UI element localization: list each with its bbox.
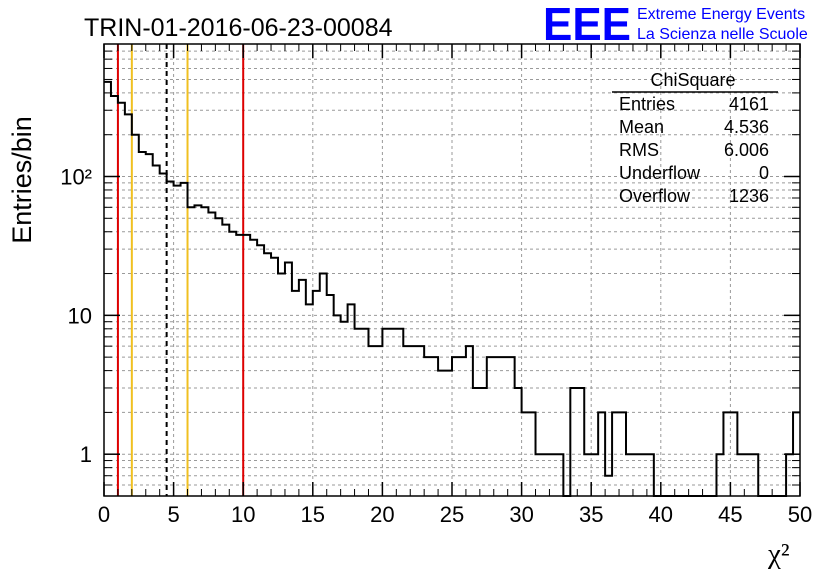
logo-line-1: Extreme Energy Events [637,6,805,23]
eee-logo: EEE [543,0,631,50]
x-tick-label: 50 [788,502,812,527]
grid-lines [104,43,800,497]
stats-value-entries: 4161 [729,94,769,114]
x-tick-label: 30 [509,502,533,527]
y-tick-label: 1 [80,442,92,467]
y-tick-label: 10 [68,303,92,328]
histogram [104,80,800,497]
stats-label-entries: Entries [619,94,675,114]
histogram-outline [104,80,800,497]
stats-value-underflow: 0 [759,163,769,183]
reference-lines [116,44,245,496]
chart-title: TRIN-01-2016-06-23-00084 [84,14,393,42]
x-tick-label: 15 [301,502,325,527]
x-tick-label: 25 [440,502,464,527]
axis-ticks [103,43,801,497]
plot-frame [103,43,801,497]
logo-line-2: La Scienza nelle Scuole [637,26,808,43]
x-tick-label: 10 [231,502,255,527]
stats-label-underflow: Underflow [619,163,701,183]
tick-labels: 0 5 10 15 20 25 30 35 40 45 50 1 10 10² [60,164,812,527]
stats-value-mean: 4.536 [724,117,769,137]
x-tick-label: 0 [98,502,110,527]
stats-label-overflow: Overflow [619,186,691,206]
x-tick-label: 35 [579,502,603,527]
x-tick-label: 40 [649,502,673,527]
x-tick-label: 5 [167,502,179,527]
x-tick-label: 20 [370,502,394,527]
stats-box: ChiSquare Entries 4161 Mean 4.536 RMS 6.… [612,70,778,206]
x-tick-label: 45 [718,502,742,527]
stats-value-overflow: 1236 [729,186,769,206]
stats-title: ChiSquare [650,70,735,90]
y-axis-label: Entries/bin [7,116,37,244]
stats-label-mean: Mean [619,117,664,137]
x-axis-label: χ² [767,538,790,570]
stats-label-rms: RMS [619,140,659,160]
stats-value-rms: 6.006 [724,140,769,160]
y-tick-label: 10² [60,164,92,189]
